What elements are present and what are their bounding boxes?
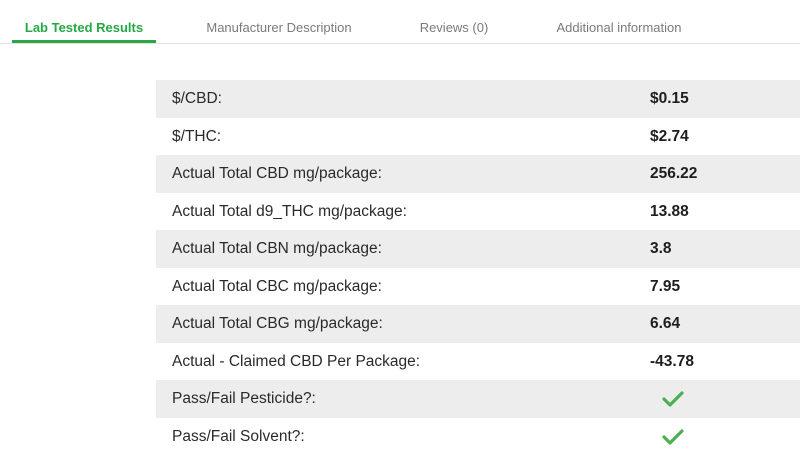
checkmark-icon [662,428,684,445]
row-label: Pass/Fail Pesticide?: [172,390,316,407]
row-label: Actual Total d9_THC mg/package: [172,202,407,220]
table-row: Pass/Fail Solvent?: [156,418,800,456]
tab-lab-tested-results[interactable]: Lab Tested Results [24,20,144,35]
row-value: $0.15 [650,90,689,107]
row-value: $2.74 [650,127,689,145]
row-value: 256.22 [650,165,698,182]
table-row: Actual - Claimed CBD Per Package: -43.78 [156,343,800,381]
table-row: Pass/Fail Pesticide?: [156,380,800,418]
row-label: Actual Total CBD mg/package: [172,165,382,182]
row-label: Actual Total CBG mg/package: [172,315,383,332]
row-label: Pass/Fail Solvent?: [172,427,305,445]
row-value: 6.64 [650,315,681,332]
table-row: Actual Total d9_THC mg/package: 13.88 [156,193,800,231]
table-row: $/THC: $2.74 [156,118,800,156]
tab-reviews[interactable]: Reviews (0) [419,20,489,35]
table-row: Actual Total CBD mg/package: 256.22 [156,155,800,193]
row-value: 13.88 [650,202,689,220]
row-label: Actual Total CBN mg/package: [172,240,382,257]
tab-manufacturer-description[interactable]: Manufacturer Description [206,20,352,35]
active-tab-indicator [12,40,156,43]
row-value: 3.8 [650,240,672,257]
row-label: Actual - Claimed CBD Per Package: [172,352,421,370]
row-value: -43.78 [650,352,694,370]
table-row: $/CBD: $0.15 [156,80,800,118]
checkmark-icon [662,391,684,407]
tab-bar: Lab Tested Results Manufacturer Descript… [0,0,800,44]
row-label: $/CBD: [172,90,222,107]
lab-results-table: $/CBD: $0.15 $/THC: $2.74 Actual Total C… [156,80,800,455]
table-row: Actual Total CBC mg/package: 7.95 [156,268,800,306]
row-value: 7.95 [650,277,681,295]
table-row: Actual Total CBG mg/package: 6.64 [156,305,800,343]
table-row: Actual Total CBN mg/package: 3.8 [156,230,800,268]
row-label: $/THC: [172,127,222,145]
row-label: Actual Total CBC mg/package: [172,277,382,295]
tab-additional-information[interactable]: Additional information [556,20,682,35]
